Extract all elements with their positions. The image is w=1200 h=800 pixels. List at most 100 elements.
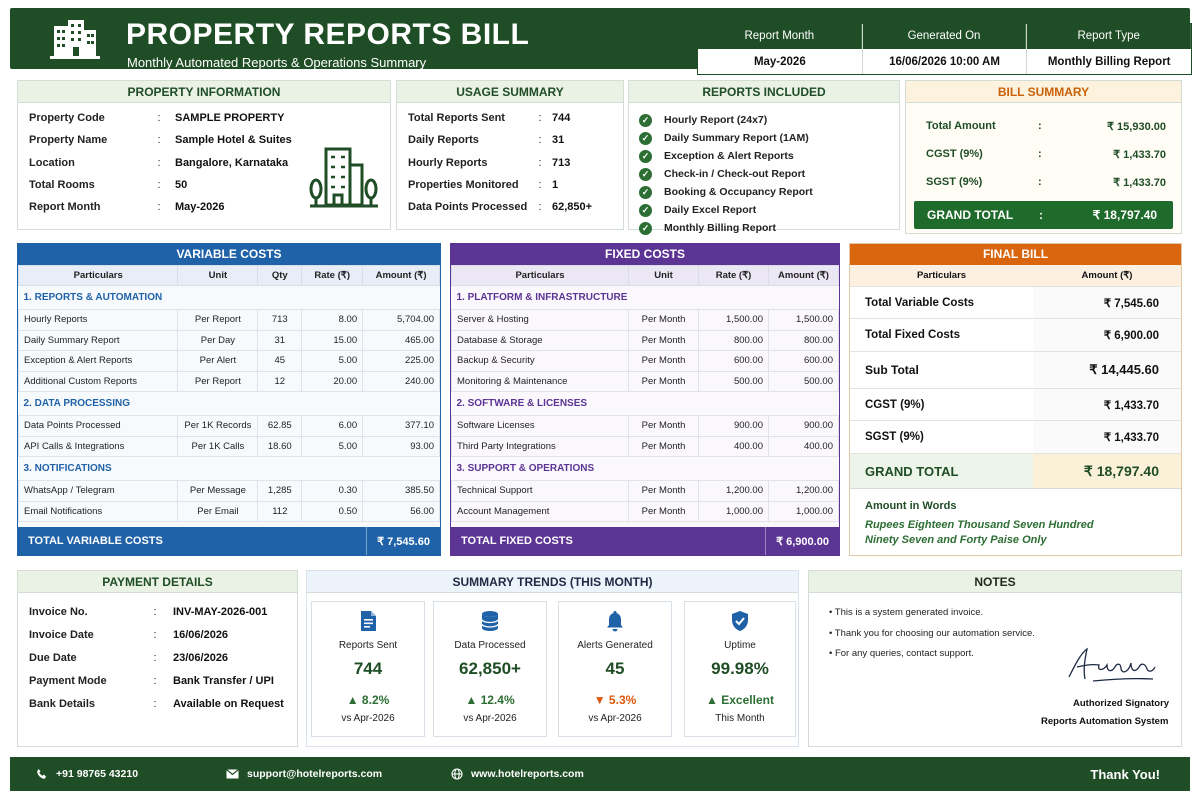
cell: ₹ 1,433.70 (1033, 421, 1181, 453)
trend-value: 744 (353, 659, 383, 678)
trend-card-data-processed: Data Processed 62,850+ ▲ 12.4% vs Apr-20… (433, 601, 547, 737)
summary-trends-panel: SUMMARY TRENDS (THIS MONTH) Reports Sent… (306, 570, 799, 747)
kv-value: Available on Request (173, 697, 284, 710)
footer-email[interactable]: support@hotelreports.com (226, 757, 382, 791)
organization-label: Reports Automation System (1041, 716, 1169, 727)
check-icon: ✓ (639, 185, 652, 199)
table-row: Backup & Security Per Month 600.00 600.00 (450, 350, 839, 372)
variable-costs-panel: VARIABLE COSTS Particulars Unit Qty Rate… (17, 243, 441, 556)
footer-phone[interactable]: +91 98765 43210 (36, 757, 138, 791)
kv-colon: : (157, 156, 161, 169)
section-title: 2. DATA PROCESSING (18, 391, 440, 416)
hotel-building-icon (309, 147, 378, 208)
fixed-costs-table: Particulars Unit Rate (₹) Amount (₹) 1. … (450, 265, 839, 522)
table-row: Email Notifications Per Email 112 0.50 56.00 (17, 500, 440, 522)
table-row: Database & Storage Per Month 800.00 800.00 (450, 329, 839, 351)
cell: 1,500.00 (768, 309, 839, 331)
section-row: 3. NOTIFICATIONS (18, 456, 440, 481)
column-header: Unit (177, 265, 259, 286)
cell: Per Email (177, 500, 259, 522)
shield-check-icon (685, 610, 795, 632)
amount-in-words: Amount in Words Rupees Eighteen Thousand… (850, 489, 1181, 546)
table-row: CGST (9%) ₹ 1,433.70 (850, 389, 1181, 421)
kv-colon: : (538, 179, 542, 192)
kv-value: 50 (175, 179, 188, 192)
cell: SGST (9%) (865, 431, 924, 443)
kv-row: SGST (9%): ₹ 1,433.70 (926, 168, 1166, 196)
kv-row: Invoice No.: INV-MAY-2026-001 (29, 600, 284, 623)
kv-row: Property Name: Sample Hotel & Suites (29, 129, 292, 151)
cell: ₹ 14,445.60 (1033, 352, 1181, 388)
kv-value: May-2026 (175, 201, 225, 214)
cell: Per Month (628, 309, 700, 331)
table-row: Data Points Processed Per 1K Records 62.85… (17, 415, 440, 437)
cell: Per 1K Records (177, 415, 259, 437)
table-row: Server & Hosting Per Month 1,500.00 1,500.0… (450, 309, 839, 331)
list-item: ✓ Booking & Occupancy Report (639, 183, 813, 201)
cell: 600.00 (768, 350, 839, 372)
table-row: API Calls & Integrations Per 1K Calls 18.6… (17, 435, 440, 457)
panel-title: SUMMARY TRENDS (THIS MONTH) (307, 571, 798, 593)
kv-key: Total Amount (926, 120, 996, 132)
cell: Daily Summary Report (17, 329, 179, 351)
section-title: 1. PLATFORM & INFRASTRUCTURE (451, 285, 839, 310)
table-row: WhatsApp / Telegram Per Message 1,285 0.30 3… (17, 480, 440, 502)
meta-report-type: Report Type Monthly Billing Report (1027, 24, 1192, 74)
column-header: Unit (628, 265, 700, 286)
check-icon: ✓ (639, 221, 652, 235)
trend-card-reports-sent: Reports Sent 744 ▲ 8.2% vs Apr-2026 (311, 601, 425, 737)
bill-summary-panel: BILL SUMMARY Total Amount: ₹ 15,930.00 CG… (905, 80, 1182, 234)
kv-colon: : (153, 697, 157, 710)
section-row: 2. SOFTWARE & LICENSES (451, 391, 839, 416)
cell: Per Month (628, 350, 700, 372)
cell: 1,500.00 (698, 309, 769, 331)
panel-title: FIXED COSTS (451, 244, 839, 265)
words-line: Ninety Seven and Forty Paise Only (865, 534, 1047, 546)
cell: Per Month (628, 329, 700, 351)
list-item: ✓ Monthly Billing Report (639, 219, 813, 237)
trend-change: ▲ 8.2% (346, 693, 390, 707)
footer-website[interactable]: www.hotelreports.com (451, 757, 584, 791)
kv-colon: : (1038, 148, 1042, 160)
cell: Additional Custom Reports (17, 370, 179, 392)
cell: 240.00 (362, 370, 440, 392)
note-text: Thank you for choosing our automation se… (834, 627, 1035, 639)
trend-label: Alerts Generated (577, 640, 653, 651)
grand-total-label: GRAND TOTAL (865, 463, 959, 479)
trend-card-alerts-generated: Alerts Generated 45 ▼ 5.3% vs Apr-2026 (558, 601, 672, 737)
page-subtitle: Monthly Automated Reports & Operations S… (127, 55, 427, 70)
column-header: Particulars (916, 270, 967, 281)
phone-text: +91 98765 43210 (56, 768, 139, 780)
signatory-label: Authorized Signatory (1073, 698, 1170, 709)
trend-label: Reports Sent (338, 640, 398, 651)
website-text: www.hotelreports.com (471, 768, 584, 780)
cell: Account Management (450, 500, 630, 522)
panel-title: BILL SUMMARY (906, 81, 1181, 103)
kv-value: SAMPLE PROPERTY (175, 112, 285, 125)
cell: 377.10 (362, 415, 440, 437)
kv-value: 16/06/2026 (173, 628, 229, 641)
cell: 8.00 (301, 309, 364, 331)
kv-row: Location: Bangalore, Karnataka (29, 152, 292, 174)
kv-key: Invoice Date (29, 628, 94, 641)
trend-value: 62,850+ (459, 659, 521, 678)
check-icon: ✓ (639, 113, 652, 127)
trend-label: Data Processed (454, 640, 526, 651)
column-header: Particulars (17, 265, 179, 286)
grand-total-label: GRAND TOTAL (927, 208, 1014, 222)
section-row: 2. DATA PROCESSING (18, 391, 440, 416)
cell: 800.00 (768, 329, 839, 351)
building-icon (50, 20, 100, 59)
cell: Per 1K Calls (177, 435, 259, 457)
list-item-label: Booking & Occupancy Report (664, 186, 813, 198)
list-item-label: Daily Excel Report (664, 204, 757, 216)
kv-value: 713 (552, 156, 571, 169)
cell: ₹ 1,433.70 (1033, 389, 1181, 420)
grand-total-value: ₹ 18,797.40 (1092, 208, 1157, 222)
kv-value: Bank Transfer / UPI (173, 674, 274, 687)
kv-key: Due Date (29, 651, 77, 664)
table-row: Exception & Alert Reports Per Alert 45 5.00… (17, 350, 440, 372)
kv-colon: : (157, 201, 161, 214)
table-row: Total Fixed Costs ₹ 6,900.00 (850, 319, 1181, 352)
total-variable-costs-bar: TOTAL VARIABLE COSTS ₹ 7,545.60 (18, 527, 440, 555)
